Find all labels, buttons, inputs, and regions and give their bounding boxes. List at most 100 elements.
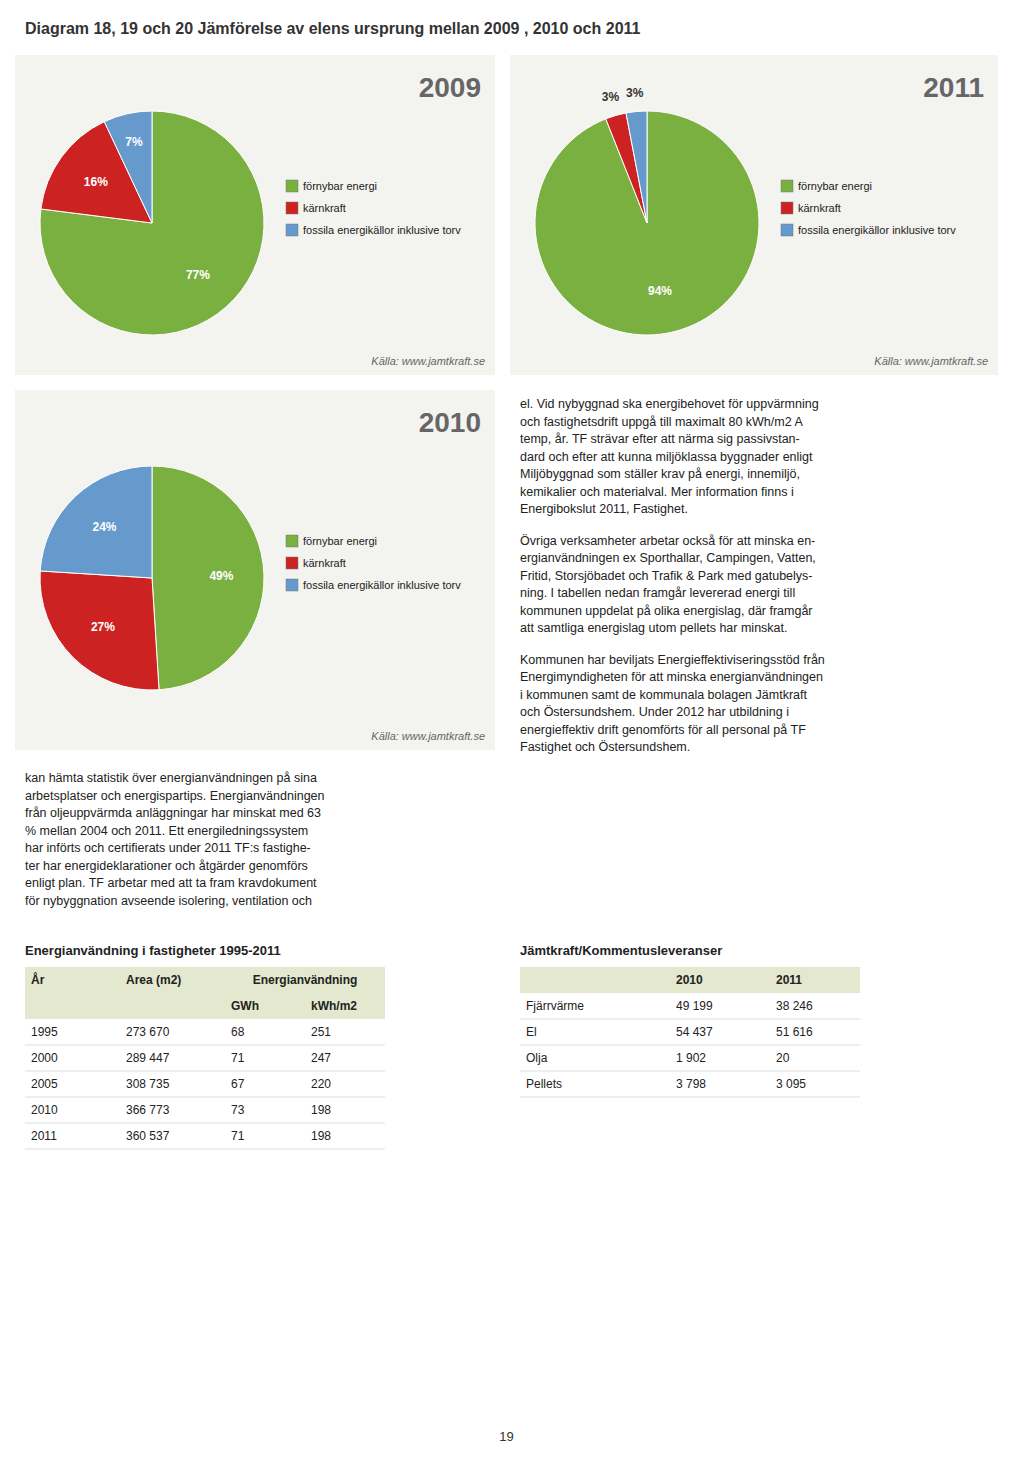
table-row-line bbox=[25, 1149, 385, 1150]
pie: 94%3%3% bbox=[535, 86, 759, 335]
table: Jämtkraft/Kommentusleveranser20102011Fjä… bbox=[520, 943, 860, 1097]
table-header-cell: kWh/m2 bbox=[311, 999, 357, 1013]
table-row-line bbox=[25, 1045, 385, 1046]
text-line: från oljeuppvärmda anläggningar har mins… bbox=[25, 806, 321, 820]
table-header-cell: GWh bbox=[231, 999, 259, 1013]
legend-label: kärnkraft bbox=[303, 202, 346, 214]
table-cell: 1995 bbox=[31, 1025, 58, 1039]
table-cell: 71 bbox=[231, 1051, 245, 1065]
paragraph: Övriga verksamheter arbetar också för at… bbox=[520, 534, 816, 636]
table-cell: 289 447 bbox=[126, 1051, 170, 1065]
text-line: ergianvändningen ex Sporthallar, Camping… bbox=[520, 551, 816, 565]
legend-swatch bbox=[781, 224, 793, 236]
text-line: ning. I tabellen nedan framgår levererad… bbox=[520, 586, 795, 600]
legend-swatch bbox=[286, 579, 298, 591]
table-header-cell: Energianvändning bbox=[253, 973, 358, 987]
table-cell: 2005 bbox=[31, 1077, 58, 1091]
chart-title: 2010 bbox=[419, 407, 481, 438]
text-line: för nybyggnation avseende isolering, ven… bbox=[25, 894, 312, 908]
pie-panel: 94%3%3%2011förnybar energikärnkraftfossi… bbox=[510, 55, 998, 375]
panel-background bbox=[510, 55, 998, 375]
legend-swatch bbox=[286, 557, 298, 569]
table-cell: 2010 bbox=[31, 1103, 58, 1117]
table-cell: 273 670 bbox=[126, 1025, 170, 1039]
legend-label: kärnkraft bbox=[798, 202, 841, 214]
annotation: Källa: www.jamtkraft.se bbox=[371, 355, 485, 367]
legend-item: förnybar energi bbox=[286, 535, 377, 547]
table-header-background bbox=[25, 967, 385, 993]
table-cell: 366 773 bbox=[126, 1103, 170, 1117]
text-line: ter har energideklarationer och åtgärder… bbox=[25, 859, 308, 873]
annotation: Källa: www.jamtkraft.se bbox=[371, 730, 485, 742]
legend-swatch bbox=[286, 535, 298, 547]
legend-label: förnybar energi bbox=[303, 535, 377, 547]
table-cell: 3 798 bbox=[676, 1077, 706, 1091]
text-line: Fritid, Storsjöbadet och Trafik & Park m… bbox=[520, 569, 813, 583]
pie: 77% 16% 7% bbox=[40, 111, 264, 335]
text-line: % mellan 2004 och 2011. Ett energilednin… bbox=[25, 824, 308, 838]
data-label: 16% bbox=[84, 175, 108, 189]
pie-slice bbox=[40, 466, 152, 578]
data-label: 49% bbox=[209, 569, 233, 583]
table-cell: 198 bbox=[311, 1129, 331, 1143]
paragraph: kan hämta statistik över energianvändnin… bbox=[25, 771, 325, 908]
pie-slice bbox=[152, 466, 264, 690]
legend-item: förnybar energi bbox=[781, 180, 872, 192]
table-row-line bbox=[25, 1071, 385, 1072]
legend-swatch bbox=[286, 224, 298, 236]
data-label: 24% bbox=[92, 520, 116, 534]
data-label: 94% bbox=[648, 284, 672, 298]
table-cell: 360 537 bbox=[126, 1129, 170, 1143]
text-line: temp, år. TF strävar efter att närma sig… bbox=[520, 432, 800, 446]
legend-swatch bbox=[781, 202, 793, 214]
table-header-background bbox=[25, 993, 385, 1019]
text-line: Energimyndigheten för att minska energia… bbox=[520, 670, 823, 684]
page: Diagram 18, 19 och 20 Jämförelse av elen… bbox=[0, 0, 1013, 1461]
text-line: kan hämta statistik över energianvändnin… bbox=[25, 771, 317, 785]
text-line: dard och efter att kunna miljöklassa byg… bbox=[520, 450, 813, 464]
data-label: 7% bbox=[125, 135, 143, 149]
text-line: kommunen uppdelat på olika energislag, d… bbox=[520, 604, 813, 618]
legend-item: fossila energikällor inklusive torv bbox=[286, 224, 461, 236]
table-row-line bbox=[520, 1045, 860, 1046]
text-line: och fastighetsdrift uppgå till maximalt … bbox=[520, 415, 803, 429]
legend-label: förnybar energi bbox=[303, 180, 377, 192]
table-cell: 54 437 bbox=[676, 1025, 713, 1039]
table-title: Jämtkraft/Kommentusleveranser bbox=[520, 943, 722, 958]
data-label: 77% bbox=[186, 268, 210, 282]
text-line: och Östersundshem. Under 2012 har utbild… bbox=[520, 705, 789, 719]
table-cell: 20 bbox=[776, 1051, 790, 1065]
pie-slice bbox=[626, 111, 647, 223]
panel-background bbox=[15, 55, 495, 375]
table-cell: 2000 bbox=[31, 1051, 58, 1065]
text-line: el. Vid nybyggnad ska energibehovet för … bbox=[520, 397, 819, 411]
paragraph: el. Vid nybyggnad ska energibehovet för … bbox=[520, 397, 819, 516]
text-line: arbetsplatser och energispartips. Energi… bbox=[25, 789, 325, 803]
panel-background bbox=[15, 390, 495, 750]
legend-label: fossila energikällor inklusive torv bbox=[303, 579, 461, 591]
legend: förnybar energi kärnkraft fossila energikä… bbox=[286, 180, 461, 236]
text-line: Kommunen har beviljats Energieffektivise… bbox=[520, 653, 825, 667]
chart-title: 2011 bbox=[923, 72, 984, 103]
title: Diagram 18, 19 och 20 Jämförelse av elen… bbox=[25, 20, 641, 37]
pie-panel: 49%27%24%2010förnybar energikärnkraftfos… bbox=[15, 390, 495, 750]
paragraph: Kommunen har beviljats Energieffektivise… bbox=[520, 653, 825, 755]
legend-item: kärnkraft bbox=[781, 202, 841, 214]
text-line: har införts och certifierats under 2011 … bbox=[25, 841, 311, 855]
table-header-cell: 2010 bbox=[676, 973, 703, 987]
table-header-background bbox=[520, 967, 860, 993]
table-cell: 51 616 bbox=[776, 1025, 813, 1039]
pie: 49%27%24% bbox=[40, 466, 264, 690]
text-line: i kommunen samt de kommunala bolagen Jäm… bbox=[520, 688, 807, 702]
table-cell: El bbox=[526, 1025, 537, 1039]
text-line: Övriga verksamheter arbetar också för at… bbox=[520, 534, 815, 548]
table-cell: 247 bbox=[311, 1051, 331, 1065]
legend-label: fossila energikällor inklusive torv bbox=[303, 224, 461, 236]
table-cell: 71 bbox=[231, 1129, 245, 1143]
text-line: att samtliga energislag utom pellets har… bbox=[520, 621, 788, 635]
table-cell: 73 bbox=[231, 1103, 245, 1117]
data-label: 3% bbox=[602, 90, 620, 104]
pie-panel: 77%16%7%2009förnybar energikärnkraftfoss… bbox=[15, 55, 495, 375]
legend: förnybar energikärnkraftfossila energikä… bbox=[781, 180, 956, 236]
table-cell: Olja bbox=[526, 1051, 548, 1065]
